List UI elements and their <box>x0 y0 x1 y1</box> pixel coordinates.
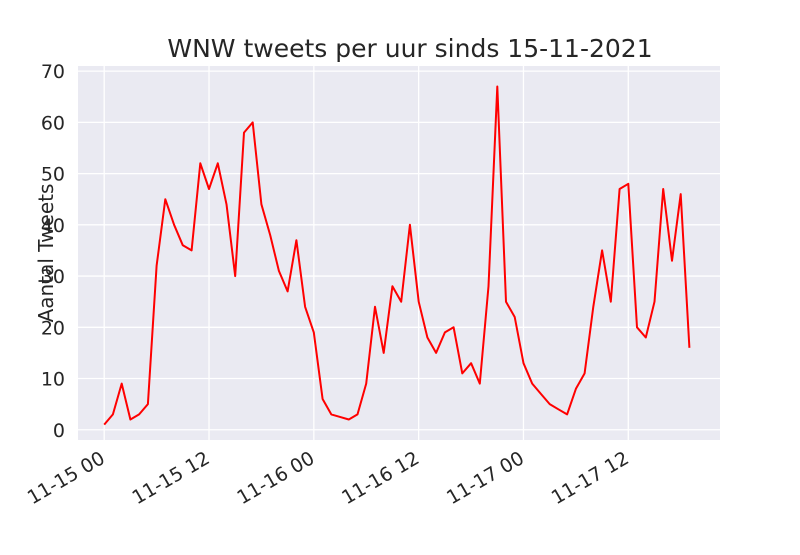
x-tick-label: 11-16 00 <box>233 447 318 509</box>
x-tick-label: 11-17 00 <box>443 447 528 509</box>
y-tick-label: 70 <box>41 61 65 83</box>
y-tick-label: 40 <box>41 215 65 237</box>
x-axis-ticks: 11-15 00 11-15 12 11-16 00 11-16 12 11-17 00… <box>24 447 633 509</box>
plot-area <box>78 66 720 440</box>
y-tick-label: 0 <box>53 420 65 442</box>
y-tick-label: 30 <box>41 266 65 288</box>
y-tick-label: 10 <box>41 369 65 391</box>
series-line <box>103 85 691 426</box>
y-axis-label: Aantal Tweets <box>34 184 58 323</box>
x-tick-label: 11-15 12 <box>129 447 214 509</box>
x-tick-label: 11-17 12 <box>548 447 633 509</box>
grid <box>78 66 720 440</box>
y-axis-ticks: 0 10 20 30 40 50 60 70 <box>41 61 65 442</box>
x-tick-label: 11-15 00 <box>24 447 109 509</box>
y-tick-label: 60 <box>41 112 65 134</box>
x-tick-label: 11-16 12 <box>338 447 423 509</box>
y-tick-label: 20 <box>41 317 65 339</box>
chart-title: WNW tweets per uur sinds 15-11-2021 <box>167 34 652 63</box>
y-tick-label: 50 <box>41 164 65 186</box>
